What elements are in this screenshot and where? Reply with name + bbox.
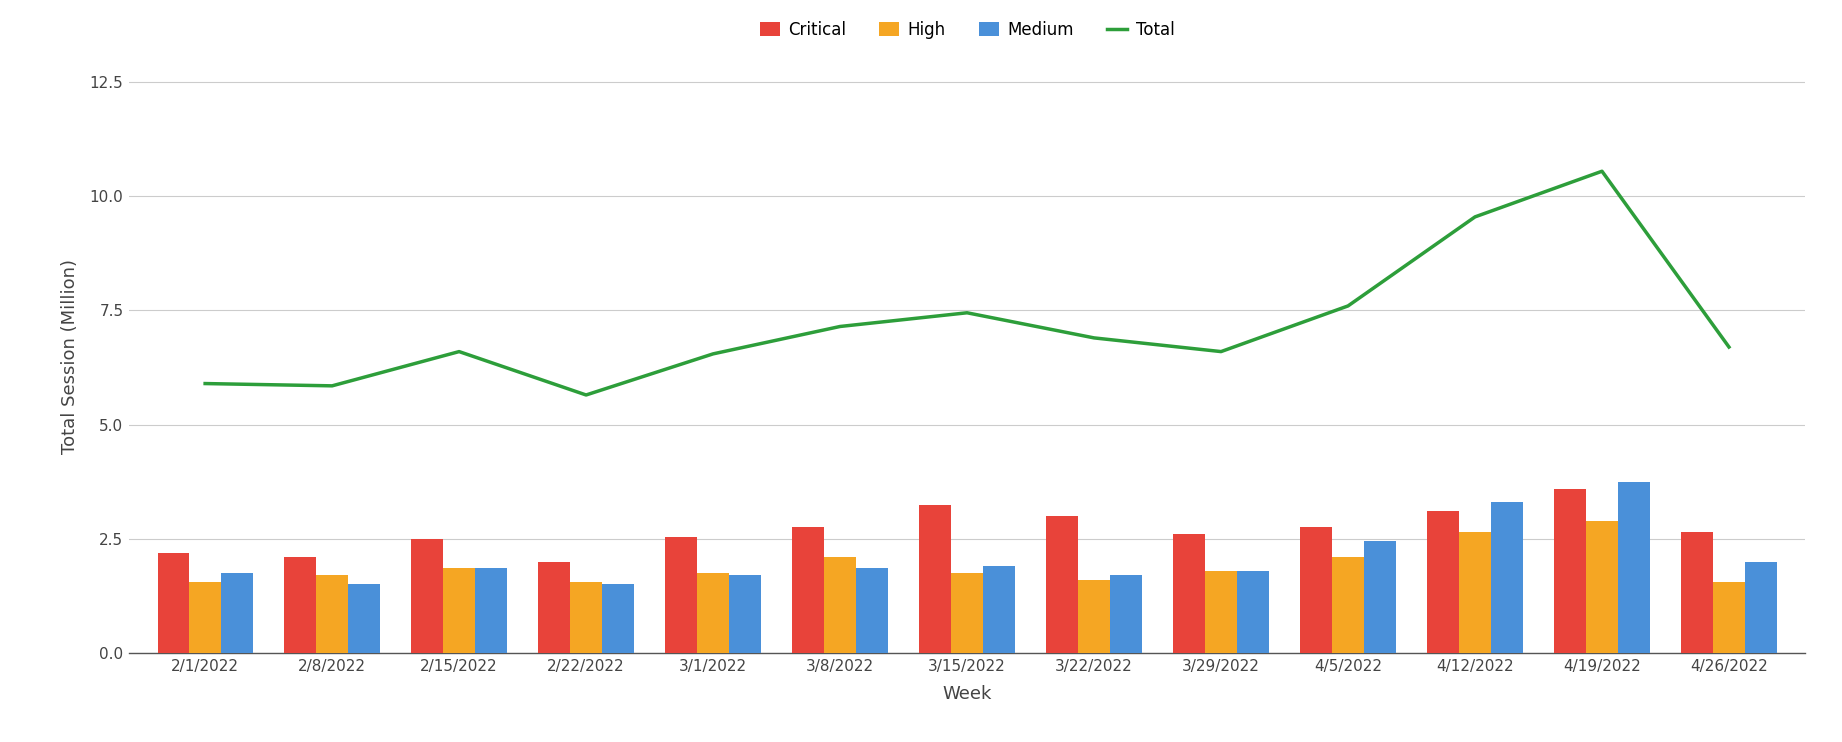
Bar	[1713, 582, 1744, 653]
Bar	[317, 575, 348, 653]
Bar	[1205, 571, 1236, 653]
Bar	[1459, 532, 1490, 653]
Bar	[1173, 534, 1205, 653]
Bar	[919, 505, 950, 653]
Bar	[1490, 502, 1523, 653]
Bar	[1617, 482, 1650, 653]
Bar	[1300, 528, 1332, 653]
Bar	[221, 573, 252, 653]
Bar	[665, 536, 698, 653]
Bar	[1236, 571, 1269, 653]
Bar	[984, 566, 1015, 653]
Bar	[729, 575, 761, 653]
Bar	[571, 582, 602, 653]
Bar	[1111, 575, 1142, 653]
Bar	[444, 568, 475, 653]
Bar	[823, 557, 857, 653]
Bar	[158, 553, 190, 653]
Bar	[1363, 541, 1396, 653]
Bar	[1586, 521, 1617, 653]
Bar	[950, 573, 984, 653]
Bar	[1555, 488, 1586, 653]
Y-axis label: Total Session (Million): Total Session (Million)	[61, 259, 79, 453]
Bar	[792, 528, 823, 653]
Bar	[284, 557, 317, 653]
Bar	[857, 568, 888, 653]
Bar	[1682, 532, 1713, 653]
Bar	[190, 582, 221, 653]
Bar	[1046, 516, 1078, 653]
Bar	[1078, 580, 1111, 653]
Bar	[1428, 511, 1459, 653]
Bar	[538, 562, 571, 653]
Bar	[1332, 557, 1363, 653]
Bar	[698, 573, 729, 653]
Bar	[348, 585, 379, 653]
Bar	[602, 585, 634, 653]
Bar	[1744, 562, 1776, 653]
X-axis label: Week: Week	[943, 685, 991, 703]
Legend: Critical, High, Medium, Total: Critical, High, Medium, Total	[759, 22, 1175, 39]
Bar	[475, 568, 507, 653]
Bar	[411, 539, 444, 653]
